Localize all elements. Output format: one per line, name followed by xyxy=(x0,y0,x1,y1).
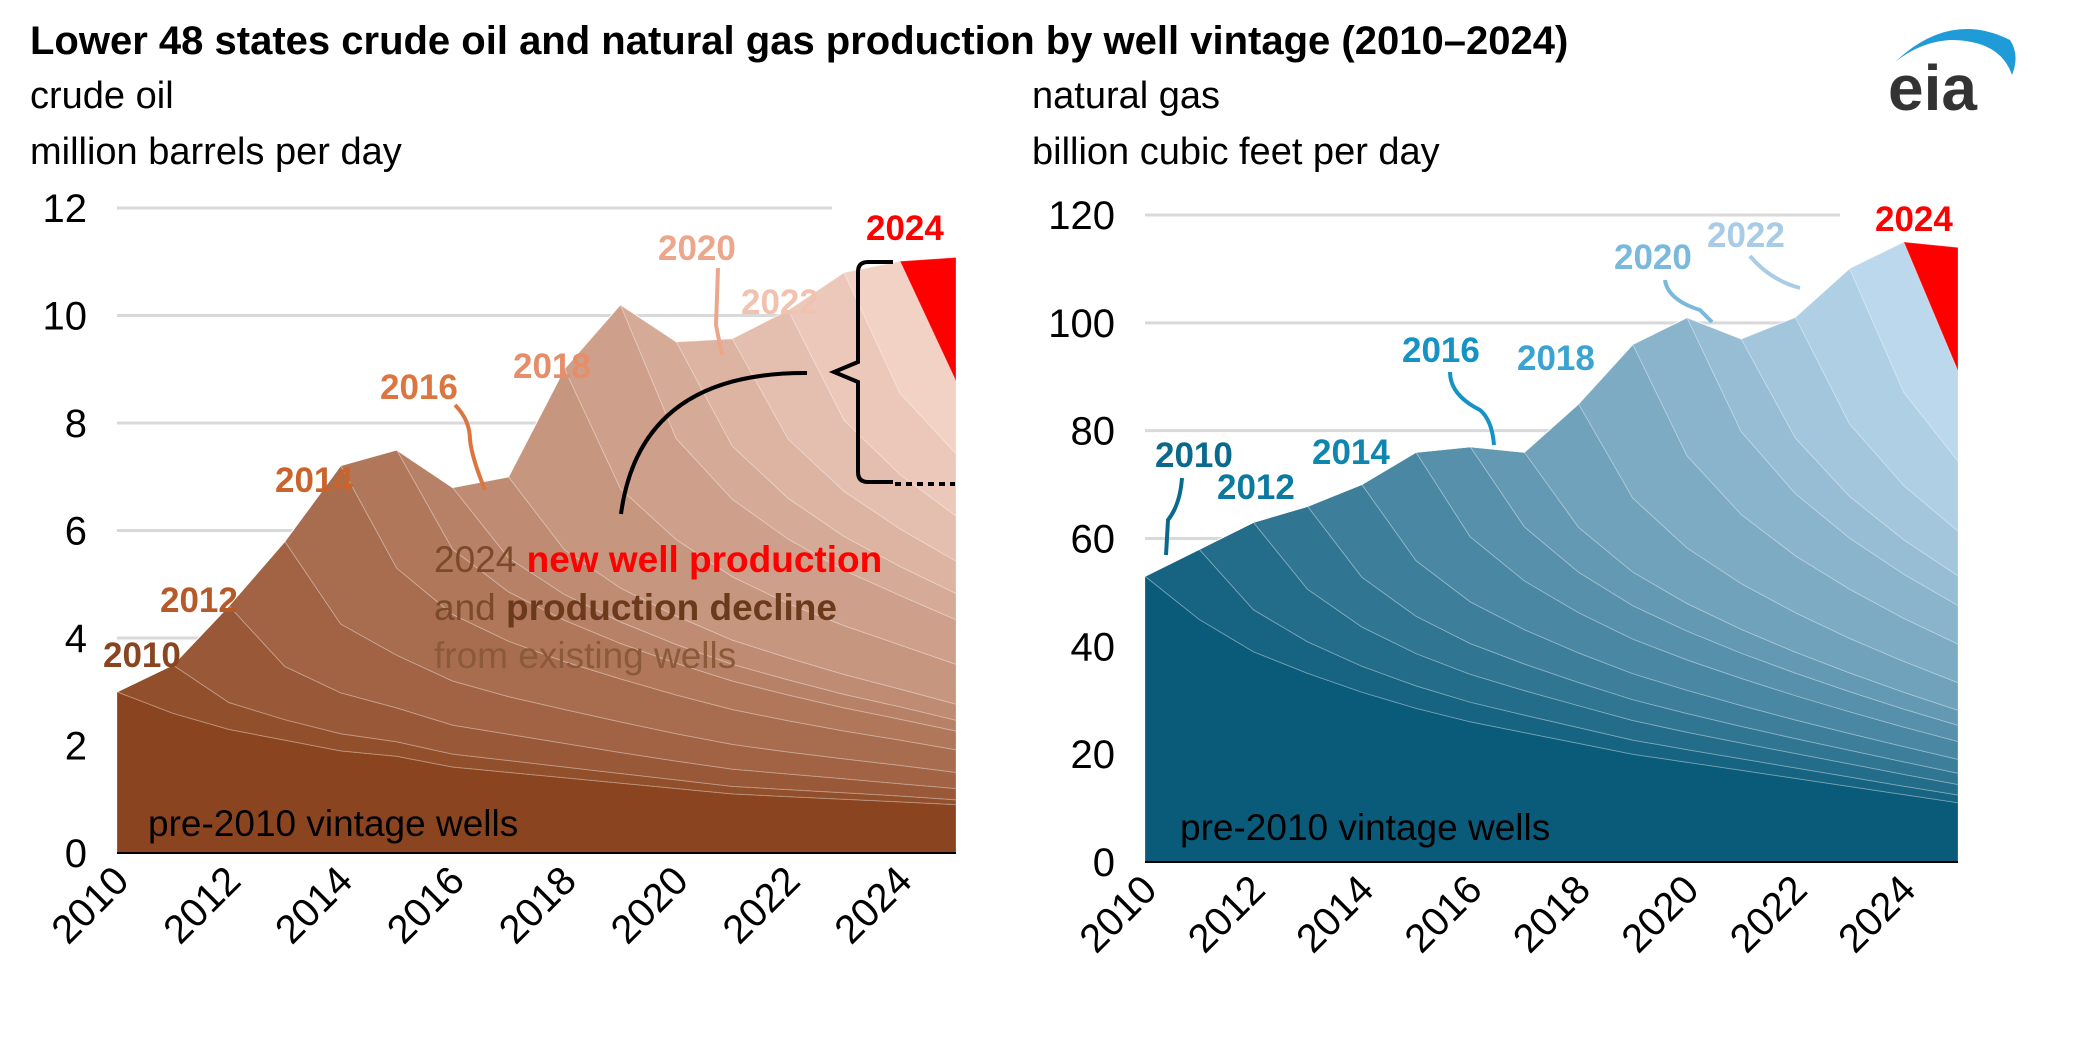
area-vintage-2020 xyxy=(1144,317,1959,607)
area-vintage-2014 xyxy=(116,449,957,751)
gas-ylabel: billion cubic feet per day xyxy=(1032,131,1440,173)
area-vintage-series-2 xyxy=(1144,521,1959,796)
oil-label-2012: 2012 xyxy=(160,581,238,620)
gas-title: natural gas xyxy=(1032,75,1220,117)
y-tick-label: 60 xyxy=(1071,518,1116,562)
oil-base-label: pre-2010 vintage wells xyxy=(148,803,518,844)
y-tick-label: 2 xyxy=(65,725,87,769)
area-vintage-2018 xyxy=(116,303,957,693)
gas-base-label: pre-2010 vintage wells xyxy=(1180,807,1550,848)
x-tick-label: 2010 xyxy=(43,858,137,952)
x-tick-label: 2018 xyxy=(1505,867,1599,961)
gas-label-2016: 2016 xyxy=(1402,331,1480,370)
oil-ylabel: million barrels per day xyxy=(30,131,402,173)
x-tick-label: 2010 xyxy=(1071,867,1165,961)
oil-label-2020: 2020 xyxy=(658,229,736,268)
x-tick-label: 2020 xyxy=(603,858,697,952)
x-tick-label: 2012 xyxy=(155,858,249,952)
oil-2020-leader xyxy=(713,267,724,356)
y-tick-label: 12 xyxy=(43,187,88,231)
oil-title: crude oil xyxy=(30,75,174,117)
gas-label-2018: 2018 xyxy=(1517,339,1595,378)
oil-label-2018: 2018 xyxy=(513,347,591,386)
annotation: 2024 new well production and production … xyxy=(434,539,893,676)
y-tick-label: 4 xyxy=(65,617,87,661)
area-vintage-series-8 xyxy=(1144,403,1959,711)
x-tick-label: 2024 xyxy=(1830,867,1924,961)
chart-title: Lower 48 states crude oil and natural ga… xyxy=(30,19,1568,63)
area-vintage-series-12 xyxy=(116,304,957,693)
area-vintage-2024 xyxy=(1144,241,1959,577)
y-tick-label: 20 xyxy=(1071,733,1116,777)
svg-text:eia: eia xyxy=(1888,52,1977,124)
natural-gas-chart: natural gas billion cubic feet per day 0… xyxy=(1032,75,1959,961)
area-vintage-series-10 xyxy=(1144,317,1959,645)
y-tick-label: 8 xyxy=(65,402,87,446)
y-tick-label: 100 xyxy=(1048,302,1115,346)
area-vintage-2018 xyxy=(1144,343,1959,684)
gas-2010-leader xyxy=(1164,477,1184,556)
x-tick-label: 2022 xyxy=(715,858,809,952)
gas-label-2012: 2012 xyxy=(1217,468,1295,507)
oil-2016-leader xyxy=(453,403,487,491)
y-tick-label: 6 xyxy=(65,510,87,554)
x-tick-label: 2014 xyxy=(267,858,361,952)
x-tick-label: 2016 xyxy=(1397,867,1491,961)
oil-label-2016: 2016 xyxy=(380,368,458,407)
area-vintage-series-8 xyxy=(116,367,957,705)
x-tick-label: 2016 xyxy=(379,858,473,952)
area-vintage-2022 xyxy=(116,271,957,693)
y-tick-label: 40 xyxy=(1071,625,1116,669)
y-tick-label: 120 xyxy=(1048,194,1115,238)
x-tick-label: 2018 xyxy=(491,858,585,952)
area-vintage-series-12 xyxy=(1144,316,1959,577)
x-tick-label: 2022 xyxy=(1722,867,1816,961)
area-vintage-series-4 xyxy=(116,464,957,773)
x-tick-label: 2014 xyxy=(1288,867,1382,961)
y-tick-label: 10 xyxy=(43,295,88,339)
area-vintage-2016 xyxy=(116,449,957,721)
y-tick-label: 0 xyxy=(65,832,87,876)
x-tick-label: 2024 xyxy=(826,858,920,952)
x-tick-label: 2012 xyxy=(1180,867,1274,961)
area-vintage-2022 xyxy=(1144,267,1959,577)
gas-2020-leader xyxy=(1663,279,1714,324)
oil-label-2010: 2010 xyxy=(103,636,181,675)
crude-oil-chart: crude oil million barrels per day 0 2 4 6 8 1… xyxy=(30,75,957,952)
gas-label-2022: 2022 xyxy=(1707,216,1785,255)
area-vintage-2020 xyxy=(116,304,957,693)
x-tick-label: 2020 xyxy=(1613,867,1707,961)
gas-label-2020: 2020 xyxy=(1614,238,1692,277)
y-tick-label: 0 xyxy=(1093,841,1115,885)
oil-label-2014: 2014 xyxy=(275,461,353,500)
gas-label-2010: 2010 xyxy=(1155,436,1233,475)
oil-label-2024: 2024 xyxy=(866,209,944,248)
y-tick-label: 80 xyxy=(1071,410,1116,454)
gas-2016-leader xyxy=(1448,371,1496,446)
area-vintage-series-14 xyxy=(1144,241,1959,577)
gas-label-2024: 2024 xyxy=(1875,200,1953,239)
area-vintage-series-10 xyxy=(116,303,957,693)
gas-label-2014: 2014 xyxy=(1312,433,1390,472)
oil-label-2022: 2022 xyxy=(741,283,819,322)
eia-logo: eia xyxy=(1888,29,2016,124)
area-vintage-series-4 xyxy=(1144,483,1959,774)
area-vintage-series-6 xyxy=(116,449,957,732)
area-vintage-2016 xyxy=(1144,446,1959,726)
area-vintage-series-14 xyxy=(116,260,957,693)
annotation-leader xyxy=(619,370,808,515)
bracket xyxy=(828,260,893,484)
gas-2022-leader xyxy=(1748,254,1801,290)
area-vintage-series-6 xyxy=(1144,446,1959,743)
area-vintage-2024 xyxy=(116,256,957,693)
